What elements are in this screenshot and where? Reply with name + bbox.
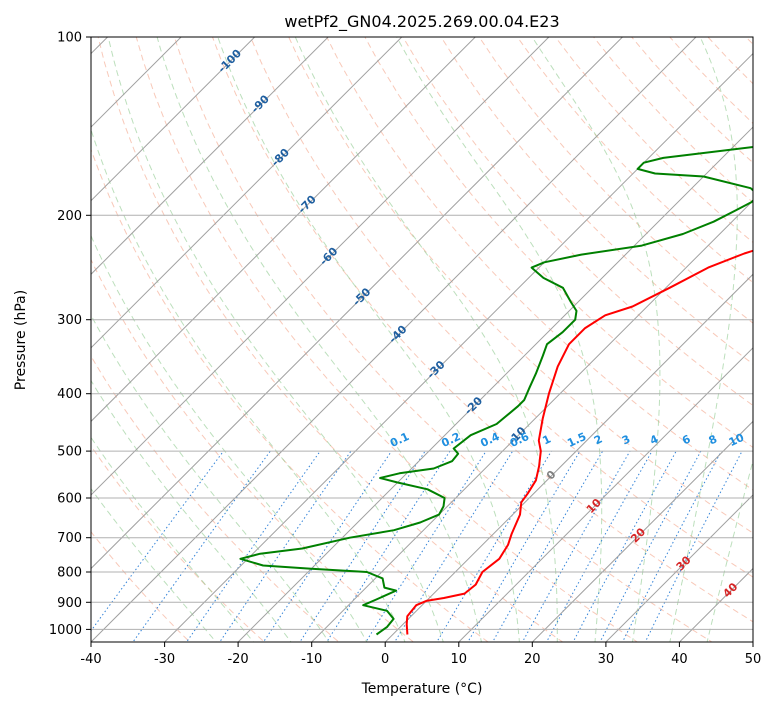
y-tick-label: 400 [57,387,82,402]
y-axis: 1000 900 800 700 600 500 400 300 200 100 [49,31,91,638]
x-tick-label: 30 [598,652,615,667]
dewpoint-line [239,146,753,636]
x-tick-label: -20 [227,652,248,667]
y-tick-label: 300 [57,313,82,328]
x-tick-label: 20 [524,652,541,667]
dry-adiabat [91,355,340,642]
x-tick-label: 50 [745,652,762,667]
grid-lines [91,37,753,642]
isotherm-line [605,494,753,642]
moist-adiabat [91,314,330,642]
isotherm-line [91,37,697,642]
dry-adiabat [135,37,639,642]
isotherm-line [91,37,329,275]
dry-adiabat [97,37,564,642]
x-tick-label: -10 [301,652,322,667]
plot-area [91,37,753,642]
temperature-line [405,249,753,635]
dry-adiabat [173,37,713,642]
y-tick-label: 100 [57,31,82,46]
isotherm-line [91,37,182,128]
isotherm-line [91,37,256,202]
y-tick-label: 1000 [49,623,82,638]
series-lines [239,146,753,636]
moist-adiabat [294,37,558,642]
y-tick-label: 200 [57,209,82,224]
dry-adiabat [250,37,753,578]
isotherm-line [310,199,753,642]
y-axis-label: Pressure (hPa) [13,290,29,390]
y-tick-label: 700 [57,531,82,546]
isotherm-line [237,126,753,642]
isotherm-line [384,273,753,642]
x-axis: -40 -30 -20 -10 0 10 20 30 40 50 [80,642,761,667]
moist-adiabat [217,37,520,642]
moist-adiabat [531,37,661,642]
y-tick-label: 900 [57,596,82,611]
plot-frame [90,36,754,643]
dry-adiabat [91,258,415,642]
y-tick-label: 500 [57,445,82,460]
chart-title: wetPf2_GN04.2025.269.00.04.E23 [284,12,559,32]
x-tick-label: 40 [671,652,688,667]
dry-adiabat [478,37,753,324]
isotherm-line [458,347,753,642]
x-tick-label: 0 [381,652,389,667]
isotherm-line [531,420,753,642]
moist-adiabat [156,37,482,642]
isotherm-line [91,37,624,570]
isotherm-line [91,37,403,349]
dry-adiabat [440,37,753,365]
moist-adiabat [669,37,738,642]
y-tick-label: 800 [57,566,82,581]
y-tick-label: 600 [57,492,82,507]
dry-adiabat [211,37,753,623]
isotherm-line [163,52,753,642]
dry-adiabat [91,445,266,642]
x-tick-label: -30 [154,652,175,667]
moist-adiabat [396,37,603,642]
isotherm-line [91,37,550,496]
mixing-ratio-label: 10 [727,431,747,449]
x-axis-label: Temperature (°C) [361,681,483,697]
x-tick-label: -40 [80,652,101,667]
x-tick-label: 10 [451,652,468,667]
isotherm-line [91,37,477,423]
